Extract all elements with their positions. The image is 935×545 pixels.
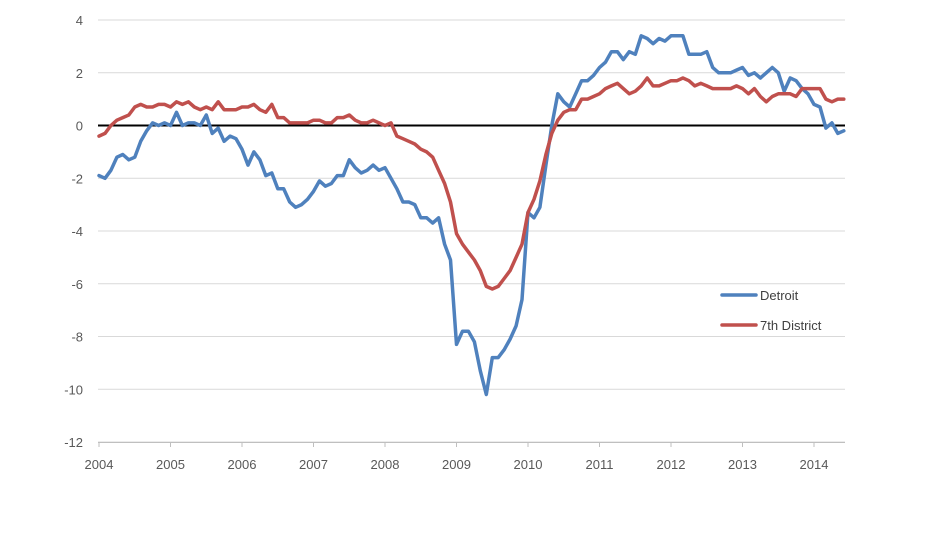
x-tick-label: 2008: [371, 457, 400, 472]
legend: Detroit 7th District: [720, 288, 822, 333]
x-tick-label: 2007: [299, 457, 328, 472]
legend-label: 7th District: [760, 318, 822, 333]
x-tick-label: 2004: [85, 457, 114, 472]
series-line-7th-district: [97, 76, 846, 291]
x-tick-label: 2005: [156, 457, 185, 472]
y-tick-label: -8: [71, 330, 83, 345]
y-tick-label: 4: [76, 13, 83, 28]
y-tick-label: 0: [76, 119, 83, 134]
y-tick-label: -4: [71, 224, 83, 239]
y-tick-label: 2: [76, 66, 83, 81]
x-tick-label: 2009: [442, 457, 471, 472]
x-tick-label: 2012: [657, 457, 686, 472]
x-tick-label: 2014: [800, 457, 829, 472]
x-tick-label: 2013: [728, 457, 757, 472]
x-tick-label: 2011: [586, 457, 614, 472]
y-tick-label: -10: [64, 382, 83, 397]
legend-label: Detroit: [760, 288, 799, 303]
y-tick-label: -6: [71, 277, 83, 292]
y-tick-label: -12: [64, 435, 83, 450]
series-line-detroit: [97, 34, 846, 397]
gridlines: [98, 19, 845, 443]
y-tick-label: -2: [71, 171, 83, 186]
x-tick-label: 2006: [228, 457, 257, 472]
x-tick-label: 2010: [514, 457, 543, 472]
series-lines: [97, 34, 846, 397]
